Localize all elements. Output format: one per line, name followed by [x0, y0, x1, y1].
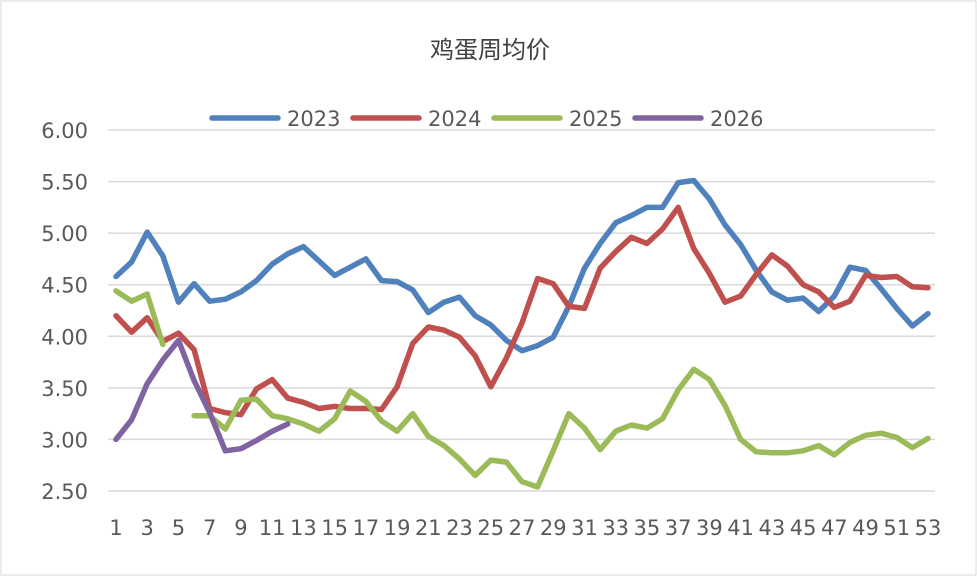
y-tick-label: 6.00	[41, 119, 88, 143]
y-tick-label: 5.50	[41, 171, 88, 195]
x-tick-label: 13	[290, 516, 317, 540]
x-tick-label: 41	[727, 516, 754, 540]
x-tick-label: 19	[384, 516, 411, 540]
y-tick-label: 2.50	[41, 480, 88, 504]
x-tick-label: 27	[509, 516, 536, 540]
x-tick-label: 51	[883, 516, 910, 540]
series-line-2023	[113, 177, 931, 354]
x-tick-label: 17	[352, 516, 379, 540]
x-tick-label: 47	[821, 516, 848, 540]
series-line-2025	[113, 288, 931, 490]
x-tick-label: 23	[446, 516, 473, 540]
series-line-2026	[113, 337, 291, 454]
x-tick-label: 39	[696, 516, 723, 540]
legend-label-2026: 2026	[710, 107, 763, 131]
x-tick-label: 29	[540, 516, 567, 540]
x-tick-label: 43	[758, 516, 785, 540]
x-tick-label: 35	[634, 516, 661, 540]
legend-label-2024: 2024	[428, 107, 481, 131]
x-tick-label: 25	[477, 516, 504, 540]
y-tick-label: 3.00	[41, 428, 88, 452]
y-tick-label: 4.50	[41, 274, 88, 298]
x-tick-label: 37	[665, 516, 692, 540]
x-tick-label: 11	[259, 516, 286, 540]
chart-title: 鸡蛋周均价	[430, 36, 550, 64]
legend-label-2025: 2025	[569, 107, 622, 131]
x-tick-label: 49	[852, 516, 879, 540]
y-tick-label: 3.50	[41, 377, 88, 401]
y-tick-label: 4.00	[41, 325, 88, 349]
x-tick-label: 33	[602, 516, 629, 540]
x-tick-label: 45	[790, 516, 817, 540]
x-tick-label: 53	[915, 516, 942, 540]
x-tick-label: 31	[571, 516, 598, 540]
y-tick-label: 5.00	[41, 222, 88, 246]
x-tick-label: 7	[203, 516, 216, 540]
x-tick-label: 9	[234, 516, 247, 540]
x-tick-label: 3	[141, 516, 154, 540]
x-tick-label: 15	[321, 516, 348, 540]
x-tick-label: 5	[172, 516, 185, 540]
x-tick-label: 21	[415, 516, 442, 540]
x-tick-label: 1	[109, 516, 122, 540]
legend-label-2023: 2023	[287, 107, 340, 131]
